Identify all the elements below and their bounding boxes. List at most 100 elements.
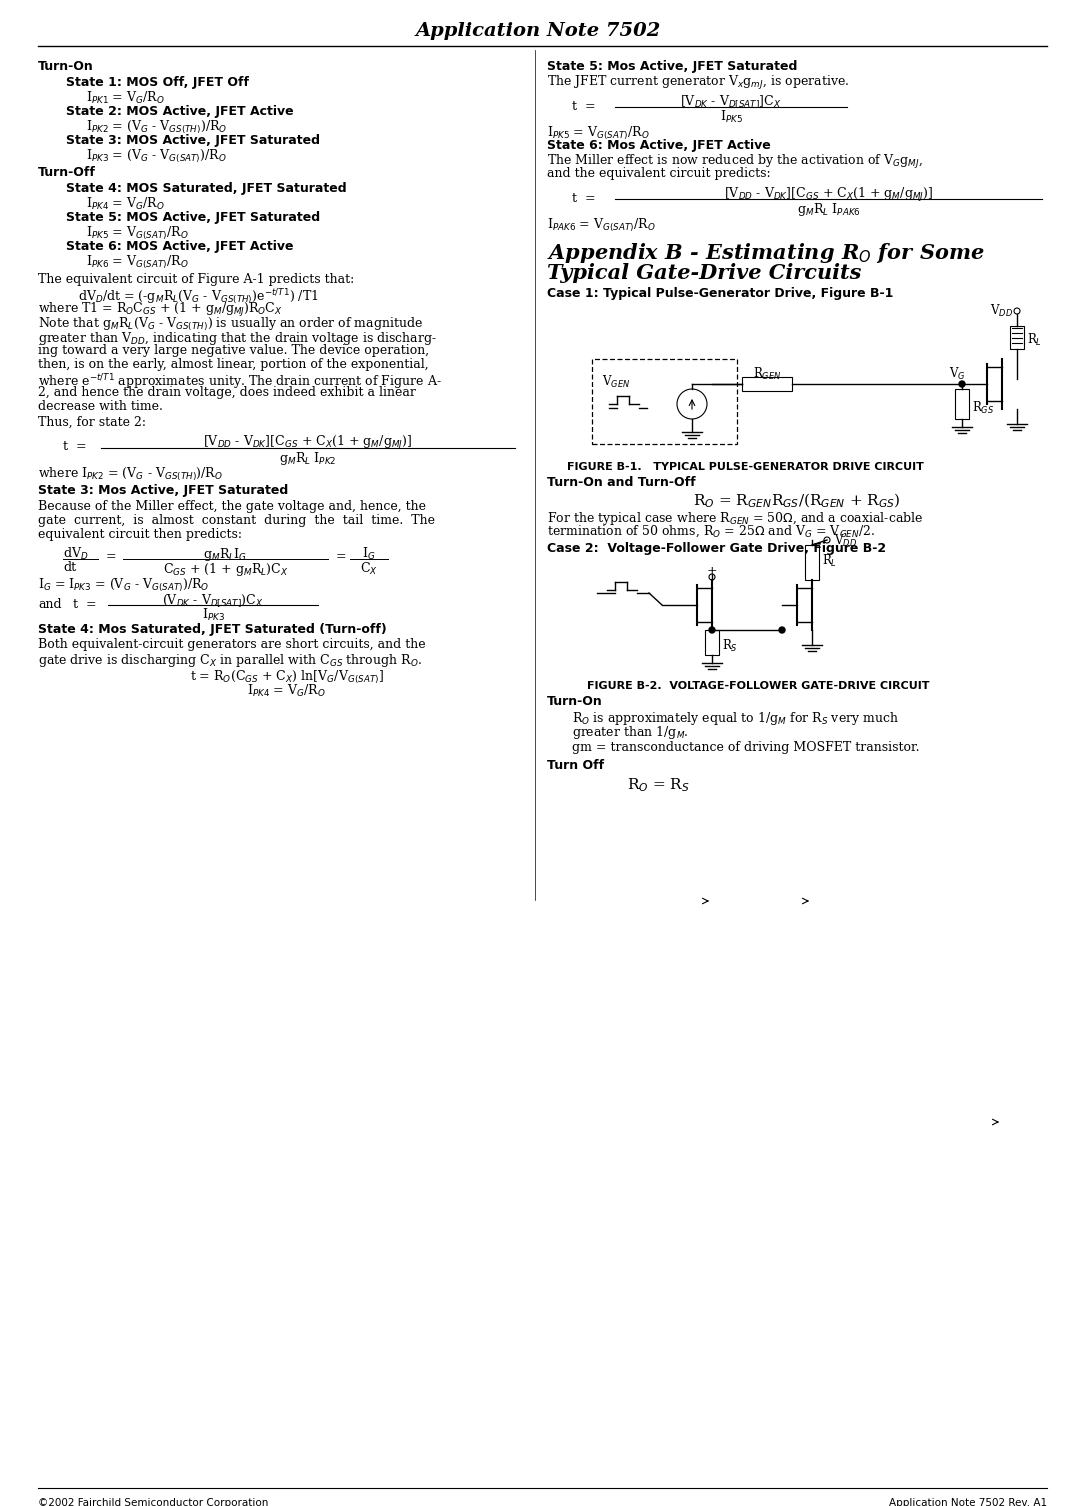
Text: State 3: MOS Active, JFET Saturated: State 3: MOS Active, JFET Saturated (66, 134, 320, 148)
Bar (592, 358, 737, 444)
Text: R$_{GS}$: R$_{GS}$ (973, 401, 994, 416)
Text: and the equivalent circuit predicts:: and the equivalent circuit predicts: (547, 167, 771, 181)
Text: [V$_{DD}$ - V$_{DK}$][C$_{GS}$ + C$_X$(1 + g$_M$/g$_{MJ}$)]: [V$_{DD}$ - V$_{DK}$][C$_{GS}$ + C$_X$(1… (204, 434, 412, 452)
Text: I$_{PK5}$: I$_{PK5}$ (719, 108, 742, 125)
Text: gate  current,  is  almost  constant  during  the  tail  time.  The: gate current, is almost constant during … (38, 514, 435, 527)
Bar (705, 630, 719, 655)
Text: R$_S$: R$_S$ (722, 639, 738, 654)
Text: State 5: MOS Active, JFET Saturated: State 5: MOS Active, JFET Saturated (66, 211, 320, 224)
Text: gate drive is discharging C$_X$ in parallel with C$_{GS}$ through R$_O$.: gate drive is discharging C$_X$ in paral… (38, 652, 422, 669)
Text: I$_G$: I$_G$ (362, 547, 376, 562)
Text: t  =: t = (73, 598, 97, 611)
Text: Turn-On: Turn-On (547, 694, 603, 708)
Text: The JFET current generator V$_x$g$_{mJ}$, is operative.: The JFET current generator V$_x$g$_{mJ}$… (547, 74, 850, 92)
Text: Note that g$_M$R$_L$(V$_G$ - V$_{GS(TH)}$) is usually an order of magnitude: Note that g$_M$R$_L$(V$_G$ - V$_{GS(TH)}… (38, 316, 423, 333)
Text: equivalent circuit then predicts:: equivalent circuit then predicts: (38, 529, 242, 541)
Text: State 1: MOS Off, JFET Off: State 1: MOS Off, JFET Off (66, 75, 249, 89)
Text: Turn-On: Turn-On (38, 60, 94, 72)
Text: where e$^{-t/T1}$ approximates unity. The drain current of Figure A-: where e$^{-t/T1}$ approximates unity. Th… (38, 372, 442, 392)
Text: termination of 50 ohms, R$_O$ = 25$\Omega$ and V$_G$ = V$_{GEN}$/2.: termination of 50 ohms, R$_O$ = 25$\Omeg… (547, 524, 876, 539)
Text: V$_G$: V$_G$ (949, 366, 965, 383)
Text: The equivalent circuit of Figure A-1 predicts that:: The equivalent circuit of Figure A-1 pre… (38, 273, 354, 286)
Text: Case 1: Typical Pulse-Generator Drive, Figure B-1: Case 1: Typical Pulse-Generator Drive, F… (547, 288, 894, 300)
Text: R$_L$: R$_L$ (1027, 331, 1043, 348)
Text: greater than V$_{DD}$, indicating that the drain voltage is discharg-: greater than V$_{DD}$, indicating that t… (38, 330, 437, 346)
Text: decrease with time.: decrease with time. (38, 401, 163, 413)
Text: =: = (336, 550, 347, 563)
Text: State 6: Mos Active, JFET Active: State 6: Mos Active, JFET Active (547, 139, 771, 152)
Text: g$_M$R$_L$ I$_{PK2}$: g$_M$R$_L$ I$_{PK2}$ (279, 450, 337, 467)
Text: State 5: Mos Active, JFET Saturated: State 5: Mos Active, JFET Saturated (547, 60, 797, 72)
Text: R$_O$ is approximately equal to 1/g$_M$ for R$_S$ very much: R$_O$ is approximately equal to 1/g$_M$ … (572, 709, 899, 727)
Text: I$_{PK6}$ = V$_{G(SAT)}$/R$_O$: I$_{PK6}$ = V$_{G(SAT)}$/R$_O$ (86, 255, 188, 271)
Text: where T1 = R$_O$C$_{GS}$ + (1 + g$_M$/g$_{MJ}$)R$_O$C$_X$: where T1 = R$_O$C$_{GS}$ + (1 + g$_M$/g$… (38, 301, 283, 319)
Text: R$_O$ = R$_S$: R$_O$ = R$_S$ (627, 776, 690, 794)
Text: Case 2:  Voltage-Follower Gate Drive, Figure B-2: Case 2: Voltage-Follower Gate Drive, Fig… (547, 542, 886, 556)
Text: V$_{DD}$: V$_{DD}$ (991, 303, 1013, 319)
Text: dt: dt (62, 562, 76, 574)
Text: then, is on the early, almost linear, portion of the exponential,: then, is on the early, almost linear, po… (38, 358, 429, 370)
Text: I$_{PK5}$ = V$_{G(SAT)}$/R$_O$: I$_{PK5}$ = V$_{G(SAT)}$/R$_O$ (86, 224, 188, 242)
Text: g$_M$R$_L$ I$_{PAK6}$: g$_M$R$_L$ I$_{PAK6}$ (797, 200, 861, 218)
Text: FIGURE B-2.  VOLTAGE-FOLLOWER GATE-DRIVE CIRCUIT: FIGURE B-2. VOLTAGE-FOLLOWER GATE-DRIVE … (587, 681, 929, 691)
Text: Turn Off: Turn Off (547, 759, 604, 773)
Text: and: and (38, 598, 61, 611)
Text: C$_{GS}$ + (1 + g$_M$R$_L$)C$_X$: C$_{GS}$ + (1 + g$_M$R$_L$)C$_X$ (163, 562, 289, 578)
Text: R$_O$ = R$_{GEN}$R$_{GS}$/(R$_{GEN}$ + R$_{GS}$): R$_O$ = R$_{GEN}$R$_{GS}$/(R$_{GEN}$ + R… (694, 492, 900, 511)
Text: 2, and hence the drain voltage, does indeed exhibit a linear: 2, and hence the drain voltage, does ind… (38, 386, 416, 399)
Text: State 3: Mos Active, JFET Saturated: State 3: Mos Active, JFET Saturated (38, 483, 289, 497)
Text: t  =: t = (62, 440, 86, 453)
Text: I$_{PK4}$ = V$_G$/R$_O$: I$_{PK4}$ = V$_G$/R$_O$ (247, 684, 326, 699)
Bar (805, 545, 819, 580)
Text: +: + (707, 565, 717, 578)
Text: t  =: t = (572, 99, 596, 113)
Text: I$_{PAK6}$ = V$_{G(SAT)}$/R$_O$: I$_{PAK6}$ = V$_{G(SAT)}$/R$_O$ (547, 217, 656, 235)
Text: The Miller effect is now reduced by the activation of V$_G$g$_{MJ}$,: The Miller effect is now reduced by the … (547, 154, 923, 172)
Text: I$_G$ = I$_{PK3}$ = (V$_G$ - V$_{G(SAT)}$)/R$_O$: I$_G$ = I$_{PK3}$ = (V$_G$ - V$_{G(SAT)}… (38, 577, 210, 595)
Bar (742, 376, 792, 392)
Text: =: = (106, 550, 116, 563)
Text: I$_{PK4}$ = V$_G$/R$_O$: I$_{PK4}$ = V$_G$/R$_O$ (86, 196, 165, 212)
Text: greater than 1/g$_M$.: greater than 1/g$_M$. (572, 724, 688, 741)
Text: FIGURE B-1.   TYPICAL PULSE-GENERATOR DRIVE CIRCUIT: FIGURE B-1. TYPICAL PULSE-GENERATOR DRIV… (567, 462, 924, 471)
Text: Application Note 7502: Application Note 7502 (416, 23, 661, 41)
Text: dV$_D$/dt = (-g$_M$R$_L$(V$_G$ - V$_{GS(TH)}$)e$^{-t/T1}$) /T1: dV$_D$/dt = (-g$_M$R$_L$(V$_G$ - V$_{GS(… (78, 288, 319, 307)
Text: I$_{PK1}$ = V$_G$/R$_O$: I$_{PK1}$ = V$_G$/R$_O$ (86, 90, 165, 105)
Text: t = R$_O$(C$_{GS}$ + C$_X$) ln[V$_G$/V$_{G(SAT)}$]: t = R$_O$(C$_{GS}$ + C$_X$) ln[V$_G$/V$_… (190, 669, 383, 687)
Text: I$_{PK3}$: I$_{PK3}$ (201, 607, 224, 623)
Text: Both equivalent-circuit generators are short circuits, and the: Both equivalent-circuit generators are s… (38, 639, 425, 651)
Circle shape (779, 626, 785, 633)
Text: R$_L$: R$_L$ (822, 553, 837, 569)
Text: [V$_{DK}$ - V$_{D[SAT]}$]C$_X$: [V$_{DK}$ - V$_{D[SAT]}$]C$_X$ (681, 93, 782, 111)
Text: I$_{PK3}$ = (V$_G$ - V$_{G(SAT)}$)/R$_O$: I$_{PK3}$ = (V$_G$ - V$_{G(SAT)}$)/R$_O$ (86, 148, 227, 166)
Text: (V$_{DK}$ - V$_{D[SAT]}$)C$_X$: (V$_{DK}$ - V$_{D[SAT]}$)C$_X$ (163, 592, 264, 608)
Text: State 4: MOS Saturated, JFET Saturated: State 4: MOS Saturated, JFET Saturated (66, 182, 347, 194)
Text: gm = transconductance of driving MOSFET transistor.: gm = transconductance of driving MOSFET … (572, 741, 920, 755)
Text: t  =: t = (572, 191, 596, 205)
Text: ing toward a very large negative value. The device operation,: ing toward a very large negative value. … (38, 343, 429, 357)
Text: I$_{PK2}$ = (V$_G$ - V$_{GS(TH)}$)/R$_O$: I$_{PK2}$ = (V$_G$ - V$_{GS(TH)}$)/R$_O$ (86, 119, 227, 136)
Text: State 4: Mos Saturated, JFET Saturated (Turn-off): State 4: Mos Saturated, JFET Saturated (… (38, 623, 387, 636)
Text: ©2002 Fairchild Semiconductor Corporation: ©2002 Fairchild Semiconductor Corporatio… (38, 1498, 268, 1506)
Text: For the typical case where R$_{GEN}$ = 50$\Omega$, and a coaxial-cable: For the typical case where R$_{GEN}$ = 5… (547, 511, 923, 527)
Text: Thus, for state 2:: Thus, for state 2: (38, 416, 146, 429)
Text: R$_{GEN}$: R$_{GEN}$ (753, 366, 781, 383)
Text: Because of the Miller effect, the gate voltage and, hence, the: Because of the Miller effect, the gate v… (38, 500, 426, 514)
Text: dV$_D$: dV$_D$ (62, 547, 88, 562)
Circle shape (709, 626, 715, 633)
Text: State 6: MOS Active, JFET Active: State 6: MOS Active, JFET Active (66, 239, 294, 253)
Text: where I$_{PK2}$ = (V$_G$ - V$_{GS(TH)}$)/R$_O$: where I$_{PK2}$ = (V$_G$ - V$_{GS(TH)}$)… (38, 465, 223, 483)
Text: Turn-Off: Turn-Off (38, 166, 96, 179)
Text: Typical Gate-Drive Circuits: Typical Gate-Drive Circuits (547, 264, 862, 283)
Text: C$_X$: C$_X$ (360, 562, 378, 577)
Text: Application Note 7502 Rev. A1: Application Note 7502 Rev. A1 (889, 1498, 1047, 1506)
Text: g$_M$R$_L$I$_G$: g$_M$R$_L$I$_G$ (204, 547, 248, 563)
Text: Turn-On and Turn-Off: Turn-On and Turn-Off (547, 476, 696, 489)
Bar (1010, 325, 1024, 349)
Text: State 2: MOS Active, JFET Active: State 2: MOS Active, JFET Active (66, 105, 294, 117)
Text: V$_{DD}$: V$_{DD}$ (834, 533, 857, 550)
Text: [V$_{DD}$ - V$_{DK}$][C$_{GS}$ + C$_X$(1 + g$_M$/g$_{MJ}$)]: [V$_{DD}$ - V$_{DK}$][C$_{GS}$ + C$_X$(1… (724, 187, 933, 203)
Circle shape (959, 381, 965, 387)
Text: V$_{GEN}$: V$_{GEN}$ (602, 373, 630, 390)
Text: I$_{PK5}$ = V$_{G(SAT)}$/R$_O$: I$_{PK5}$ = V$_{G(SAT)}$/R$_O$ (547, 125, 649, 143)
